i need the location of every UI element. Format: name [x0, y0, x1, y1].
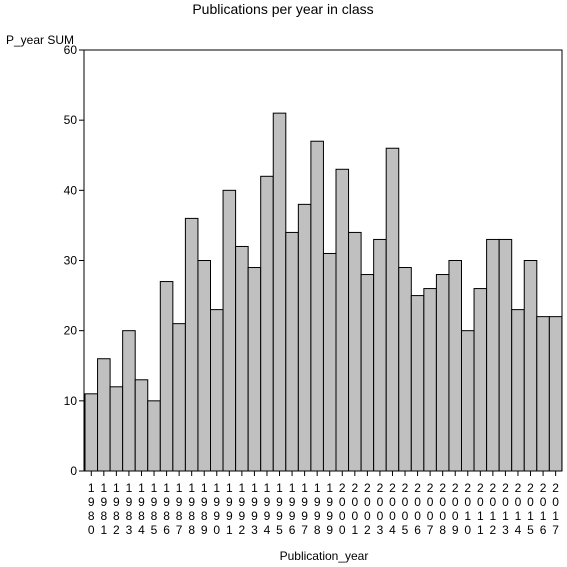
y-tick-label: 20	[64, 324, 78, 338]
bar-1989	[197, 260, 211, 472]
bar-1991	[222, 189, 237, 472]
y-axis-label: P_year SUM	[6, 33, 74, 47]
y-tick-label: 60	[64, 43, 78, 57]
bar-1995	[272, 112, 287, 472]
bar-2015	[523, 260, 538, 472]
bar-1999	[322, 252, 337, 472]
bar-1990	[210, 309, 224, 472]
y-tick-label: 0	[70, 464, 77, 478]
bar-1998	[310, 140, 324, 472]
bar-2005	[398, 267, 412, 472]
bar-2012	[486, 238, 500, 472]
bar-1996	[285, 231, 299, 472]
bar-1993	[247, 267, 262, 472]
bar-2001	[348, 231, 362, 472]
bar-1983	[122, 330, 136, 472]
bar-1984	[134, 379, 149, 472]
bar-2007	[423, 288, 437, 472]
y-tick-label: 30	[64, 254, 78, 268]
bar-1994	[260, 175, 274, 472]
bar-2002	[360, 274, 375, 472]
bar-2014	[511, 309, 525, 472]
bar-1985	[147, 400, 161, 472]
bar-1986	[159, 281, 174, 472]
x-axis-label: Publication_year	[280, 549, 369, 563]
y-tick-label: 10	[64, 394, 78, 408]
bars	[84, 112, 563, 472]
bar-1988	[184, 217, 199, 472]
bar-1997	[297, 203, 312, 472]
bar-2011	[473, 288, 488, 472]
y-axis: 0 10 20 30 40 50 60	[64, 43, 84, 478]
bar-2017	[548, 316, 563, 472]
x-axis: 1 9 8 0 1 9 8 1 1 9 8 2 1 9 8 3 1 9 8 4 1 9 8 5 1 9 8 6 1 9 8 7 1 9 8 8 1 9 8 9…	[88, 471, 559, 537]
bar-1992	[235, 245, 249, 472]
bar-2009	[448, 260, 463, 472]
bar-1987	[172, 323, 186, 472]
bar-1982	[109, 386, 124, 472]
bar-1980	[84, 393, 99, 472]
bar-2004	[385, 147, 400, 472]
bar-2003	[373, 238, 387, 472]
bar-2006	[410, 295, 425, 472]
bar-2008	[435, 274, 450, 472]
y-tick-label: 40	[64, 183, 78, 197]
bar-2013	[498, 238, 513, 472]
bar-2010	[461, 330, 475, 472]
bar-1981	[97, 358, 111, 472]
y-tick-label: 50	[64, 113, 78, 127]
bar-2016	[536, 316, 550, 472]
chart-title: Publications per year in class	[192, 1, 373, 17]
bar-2000	[335, 168, 350, 472]
